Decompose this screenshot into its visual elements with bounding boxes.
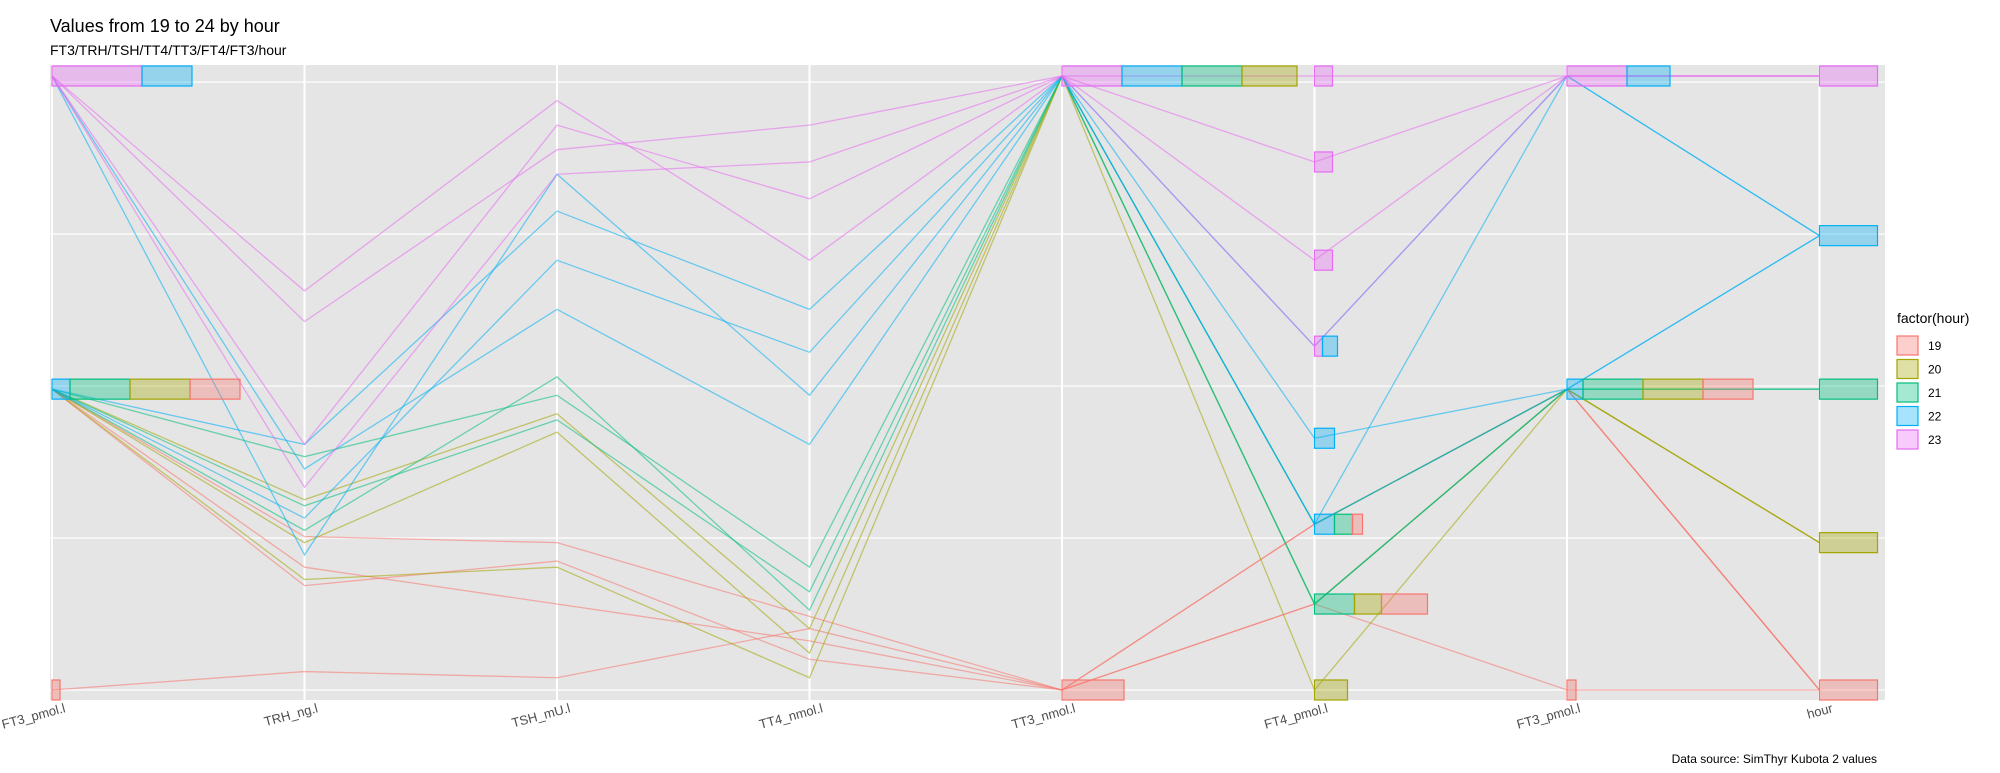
axis-label: FT3_pmol.l (0, 700, 67, 731)
histogram-bar (1818, 679, 1879, 701)
histogram-bar (1321, 335, 1339, 357)
histogram-bar (1626, 65, 1671, 87)
histogram-bar (1313, 151, 1334, 173)
chart-caption: Data source: SimThyr Kubota 2 values (1672, 752, 1877, 766)
histogram-bar (51, 378, 71, 400)
legend-key-22 (1896, 405, 1919, 427)
axis-label: hour (1805, 700, 1835, 721)
histogram-bar (1818, 532, 1879, 554)
histogram-bar (1818, 65, 1879, 87)
series-line-23 (51, 75, 1820, 292)
histogram-bar (1181, 65, 1243, 87)
histogram-bars (51, 65, 1879, 701)
histogram-bar (1313, 593, 1356, 615)
chart-subtitle: FT3/TRH/TSH/TT4/TT3/FT4/FT3/hour (50, 42, 287, 58)
axis-label: FT3_pmol.l (1515, 700, 1582, 731)
histogram-bar (1061, 679, 1125, 701)
legend-key-23 (1896, 429, 1919, 450)
legend-label: 23 (1928, 433, 1942, 447)
histogram-bar (1061, 65, 1123, 87)
histogram-bar (141, 65, 193, 87)
histogram-bar (1353, 593, 1383, 615)
legend-label: 20 (1928, 363, 1942, 377)
histogram-bar (1566, 65, 1628, 87)
histogram-bar (1333, 513, 1354, 535)
legend-label: 22 (1928, 410, 1942, 424)
series-line-23 (51, 75, 1820, 323)
histogram-bar (1818, 378, 1879, 400)
legend-label: 21 (1928, 386, 1942, 400)
histogram-bar (1313, 335, 1324, 357)
histogram-bar (1582, 378, 1644, 400)
histogram-bar (129, 378, 191, 400)
series-line-23 (51, 75, 1820, 489)
histogram-bar (1380, 593, 1429, 615)
legend: factor(hour) 19 20 21 22 23 (1896, 310, 1969, 450)
histogram-bar (1313, 679, 1349, 701)
histogram-bar (1313, 249, 1334, 271)
series-line-22 (51, 74, 1820, 519)
series-line-21 (51, 74, 1820, 612)
chart-title: Values from 19 to 24 by hour (50, 16, 280, 36)
histogram-bar (51, 65, 143, 87)
axis-label: TRH_ng.l (262, 700, 319, 729)
legend-key-21 (1896, 382, 1919, 403)
histogram-bar (1313, 65, 1334, 87)
histogram-bar (1642, 378, 1704, 400)
legend-label: 19 (1928, 339, 1942, 353)
histogram-bar (1241, 65, 1298, 87)
histogram-bar (189, 378, 241, 400)
axis-label: TSH_mU.l (510, 700, 572, 730)
legend-key-19 (1896, 335, 1919, 356)
legend-title: factor(hour) (1897, 310, 1969, 326)
histogram-bar (51, 679, 61, 701)
histogram-bar (1351, 513, 1364, 535)
histogram-bar (69, 378, 131, 400)
legend-key-20 (1896, 358, 1919, 380)
series-line-19 (51, 603, 1820, 691)
series-line-22 (51, 74, 1820, 526)
histogram-bar (1702, 378, 1754, 400)
axis-label: TT4_nmol.l (758, 700, 825, 731)
axis-labels: FT3_pmol.l TRH_ng.l TSH_mU.l TT4_nmol.l TT3_… (0, 700, 1835, 731)
axis-label: TT3_nmol.l (1010, 700, 1077, 731)
data-lines (51, 74, 1820, 692)
series-line-20 (51, 74, 1820, 692)
histogram-bar (1121, 65, 1183, 87)
histogram-bar (1313, 513, 1336, 535)
histogram-bar (1566, 679, 1577, 701)
histogram-bar (1818, 225, 1879, 247)
series-line-23 (51, 75, 1820, 446)
axis-label: FT4_pmol.l (1263, 700, 1330, 731)
series-line-22 (51, 74, 1820, 526)
histogram-bar (1313, 427, 1336, 449)
histogram-bar (1566, 378, 1584, 400)
